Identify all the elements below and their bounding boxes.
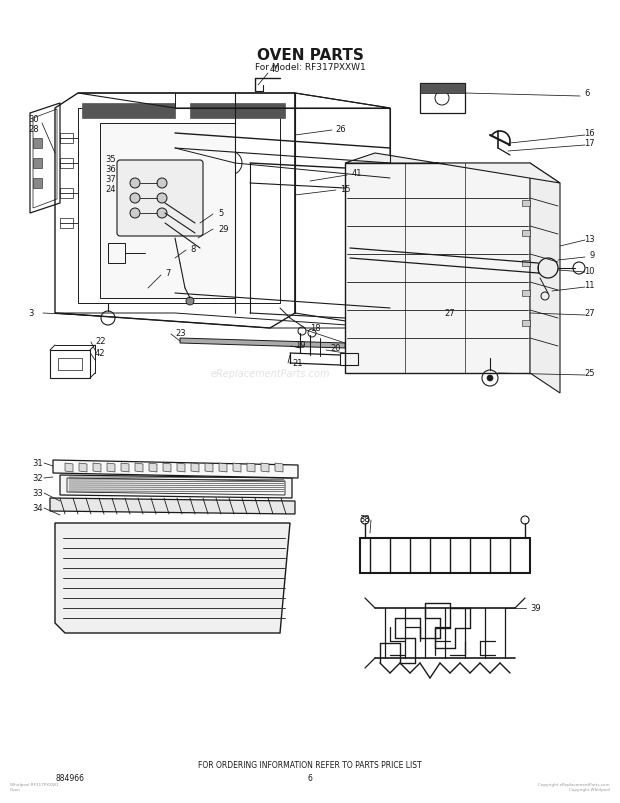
Text: Copyright Whirlpool: Copyright Whirlpool xyxy=(569,787,610,791)
Text: 33: 33 xyxy=(32,489,43,498)
Polygon shape xyxy=(275,463,283,472)
Text: 22: 22 xyxy=(95,337,105,346)
Text: 38: 38 xyxy=(359,514,370,523)
Polygon shape xyxy=(149,463,157,472)
Polygon shape xyxy=(65,463,73,472)
Text: 30: 30 xyxy=(28,114,38,124)
Polygon shape xyxy=(100,124,235,299)
Text: 3: 3 xyxy=(28,309,33,318)
Polygon shape xyxy=(345,164,530,373)
Text: 34: 34 xyxy=(32,503,43,513)
Text: 6: 6 xyxy=(585,89,590,99)
Text: 23: 23 xyxy=(175,329,185,338)
Polygon shape xyxy=(33,139,42,149)
Text: 29: 29 xyxy=(218,224,229,233)
Circle shape xyxy=(186,298,194,306)
Polygon shape xyxy=(530,164,560,393)
Text: 24: 24 xyxy=(105,184,116,194)
Polygon shape xyxy=(522,291,530,296)
Polygon shape xyxy=(522,261,530,267)
Polygon shape xyxy=(247,463,255,472)
Text: 37: 37 xyxy=(105,174,116,183)
Text: 15: 15 xyxy=(340,184,350,194)
Polygon shape xyxy=(33,159,42,169)
Text: 884966: 884966 xyxy=(56,773,84,783)
Text: 41: 41 xyxy=(352,169,363,178)
Text: 9: 9 xyxy=(590,251,595,260)
Text: 31: 31 xyxy=(32,459,43,468)
Polygon shape xyxy=(420,84,465,94)
Text: 7: 7 xyxy=(165,269,171,278)
Polygon shape xyxy=(107,463,115,472)
Text: 18: 18 xyxy=(310,324,321,333)
Polygon shape xyxy=(33,179,42,189)
Text: 17: 17 xyxy=(585,140,595,149)
Text: 35: 35 xyxy=(105,154,116,163)
Text: OVEN PARTS: OVEN PARTS xyxy=(257,48,363,63)
Circle shape xyxy=(487,376,493,381)
Text: eReplacementParts.com: eReplacementParts.com xyxy=(210,369,330,378)
Circle shape xyxy=(157,194,167,204)
Polygon shape xyxy=(135,463,143,472)
Polygon shape xyxy=(163,463,171,472)
Polygon shape xyxy=(261,463,269,472)
Text: 19: 19 xyxy=(295,341,306,350)
Polygon shape xyxy=(79,463,87,472)
Circle shape xyxy=(157,179,167,189)
Text: Copyright eReplacementParts.com: Copyright eReplacementParts.com xyxy=(538,782,610,786)
Polygon shape xyxy=(522,320,530,327)
Text: For Model: RF317PXXW1: For Model: RF317PXXW1 xyxy=(255,63,365,71)
Text: 36: 36 xyxy=(105,165,116,173)
Text: 11: 11 xyxy=(585,281,595,290)
Polygon shape xyxy=(345,154,560,184)
Polygon shape xyxy=(233,463,241,472)
Polygon shape xyxy=(55,524,290,634)
Text: 20: 20 xyxy=(330,344,340,353)
Text: 27: 27 xyxy=(445,309,455,318)
Polygon shape xyxy=(191,463,199,472)
Polygon shape xyxy=(180,339,345,349)
Polygon shape xyxy=(522,201,530,206)
Text: 42: 42 xyxy=(95,349,105,358)
Polygon shape xyxy=(82,104,175,119)
Text: 32: 32 xyxy=(32,474,43,483)
Polygon shape xyxy=(219,463,227,472)
Polygon shape xyxy=(177,463,185,472)
Circle shape xyxy=(130,179,140,189)
Text: 10: 10 xyxy=(585,266,595,275)
Polygon shape xyxy=(93,463,101,472)
Circle shape xyxy=(130,194,140,204)
Polygon shape xyxy=(121,463,129,472)
Circle shape xyxy=(130,209,140,218)
Polygon shape xyxy=(50,499,295,515)
Text: 39: 39 xyxy=(530,604,541,613)
Text: Whirlpool RF317PXXW1: Whirlpool RF317PXXW1 xyxy=(10,782,59,786)
Text: FOR ORDERING INFORMATION REFER TO PARTS PRICE LIST: FOR ORDERING INFORMATION REFER TO PARTS … xyxy=(198,760,422,769)
Text: 6: 6 xyxy=(308,773,312,783)
Polygon shape xyxy=(522,230,530,237)
Text: 26: 26 xyxy=(335,124,345,133)
Text: 13: 13 xyxy=(585,234,595,243)
FancyBboxPatch shape xyxy=(117,161,203,237)
Text: 5: 5 xyxy=(218,210,223,218)
Text: 28: 28 xyxy=(28,124,38,133)
Polygon shape xyxy=(190,104,285,119)
Circle shape xyxy=(157,209,167,218)
Polygon shape xyxy=(205,463,213,472)
Text: 40: 40 xyxy=(270,64,280,73)
Text: 16: 16 xyxy=(585,129,595,138)
Polygon shape xyxy=(60,475,292,499)
Text: 21: 21 xyxy=(292,359,303,368)
Text: 25: 25 xyxy=(585,369,595,378)
Text: 27: 27 xyxy=(585,309,595,318)
Text: Oven: Oven xyxy=(10,787,21,791)
Polygon shape xyxy=(53,460,298,479)
Text: 8: 8 xyxy=(190,244,195,253)
